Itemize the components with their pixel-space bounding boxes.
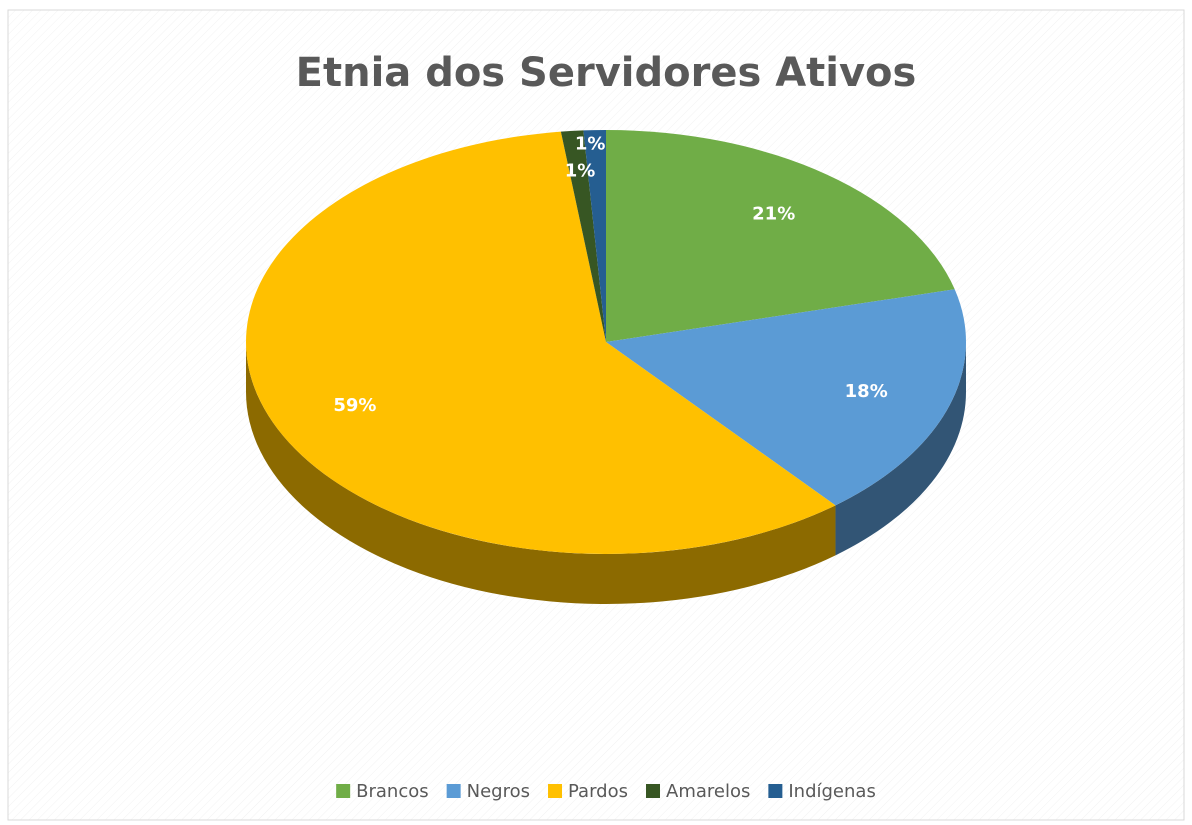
data-label: 59%: [333, 395, 376, 416]
legend-label: Negros: [467, 781, 530, 802]
legend-swatch: [446, 784, 461, 798]
data-label: 1%: [565, 161, 596, 182]
data-label: 1%: [575, 133, 606, 154]
slice: [560, 130, 606, 342]
data-label: 21%: [752, 204, 795, 225]
slice: [246, 131, 836, 554]
legend-label: Amarelos: [666, 781, 750, 802]
slice-side: [835, 342, 966, 556]
legend-label: Indígenas: [788, 781, 875, 802]
legend-swatch: [548, 784, 563, 798]
data-label: 18%: [845, 381, 888, 402]
legend-swatch: [646, 784, 661, 798]
legend-swatch: [768, 784, 783, 798]
slice: [606, 130, 955, 342]
slice: [583, 130, 606, 342]
slice-side: [246, 342, 836, 605]
legend-label: Pardos: [568, 781, 628, 802]
slice: [606, 289, 966, 506]
legend-label: Brancos: [356, 781, 428, 802]
legend-swatch: [336, 784, 351, 798]
chart-title: Etnia dos Servidores Ativos: [296, 50, 917, 96]
